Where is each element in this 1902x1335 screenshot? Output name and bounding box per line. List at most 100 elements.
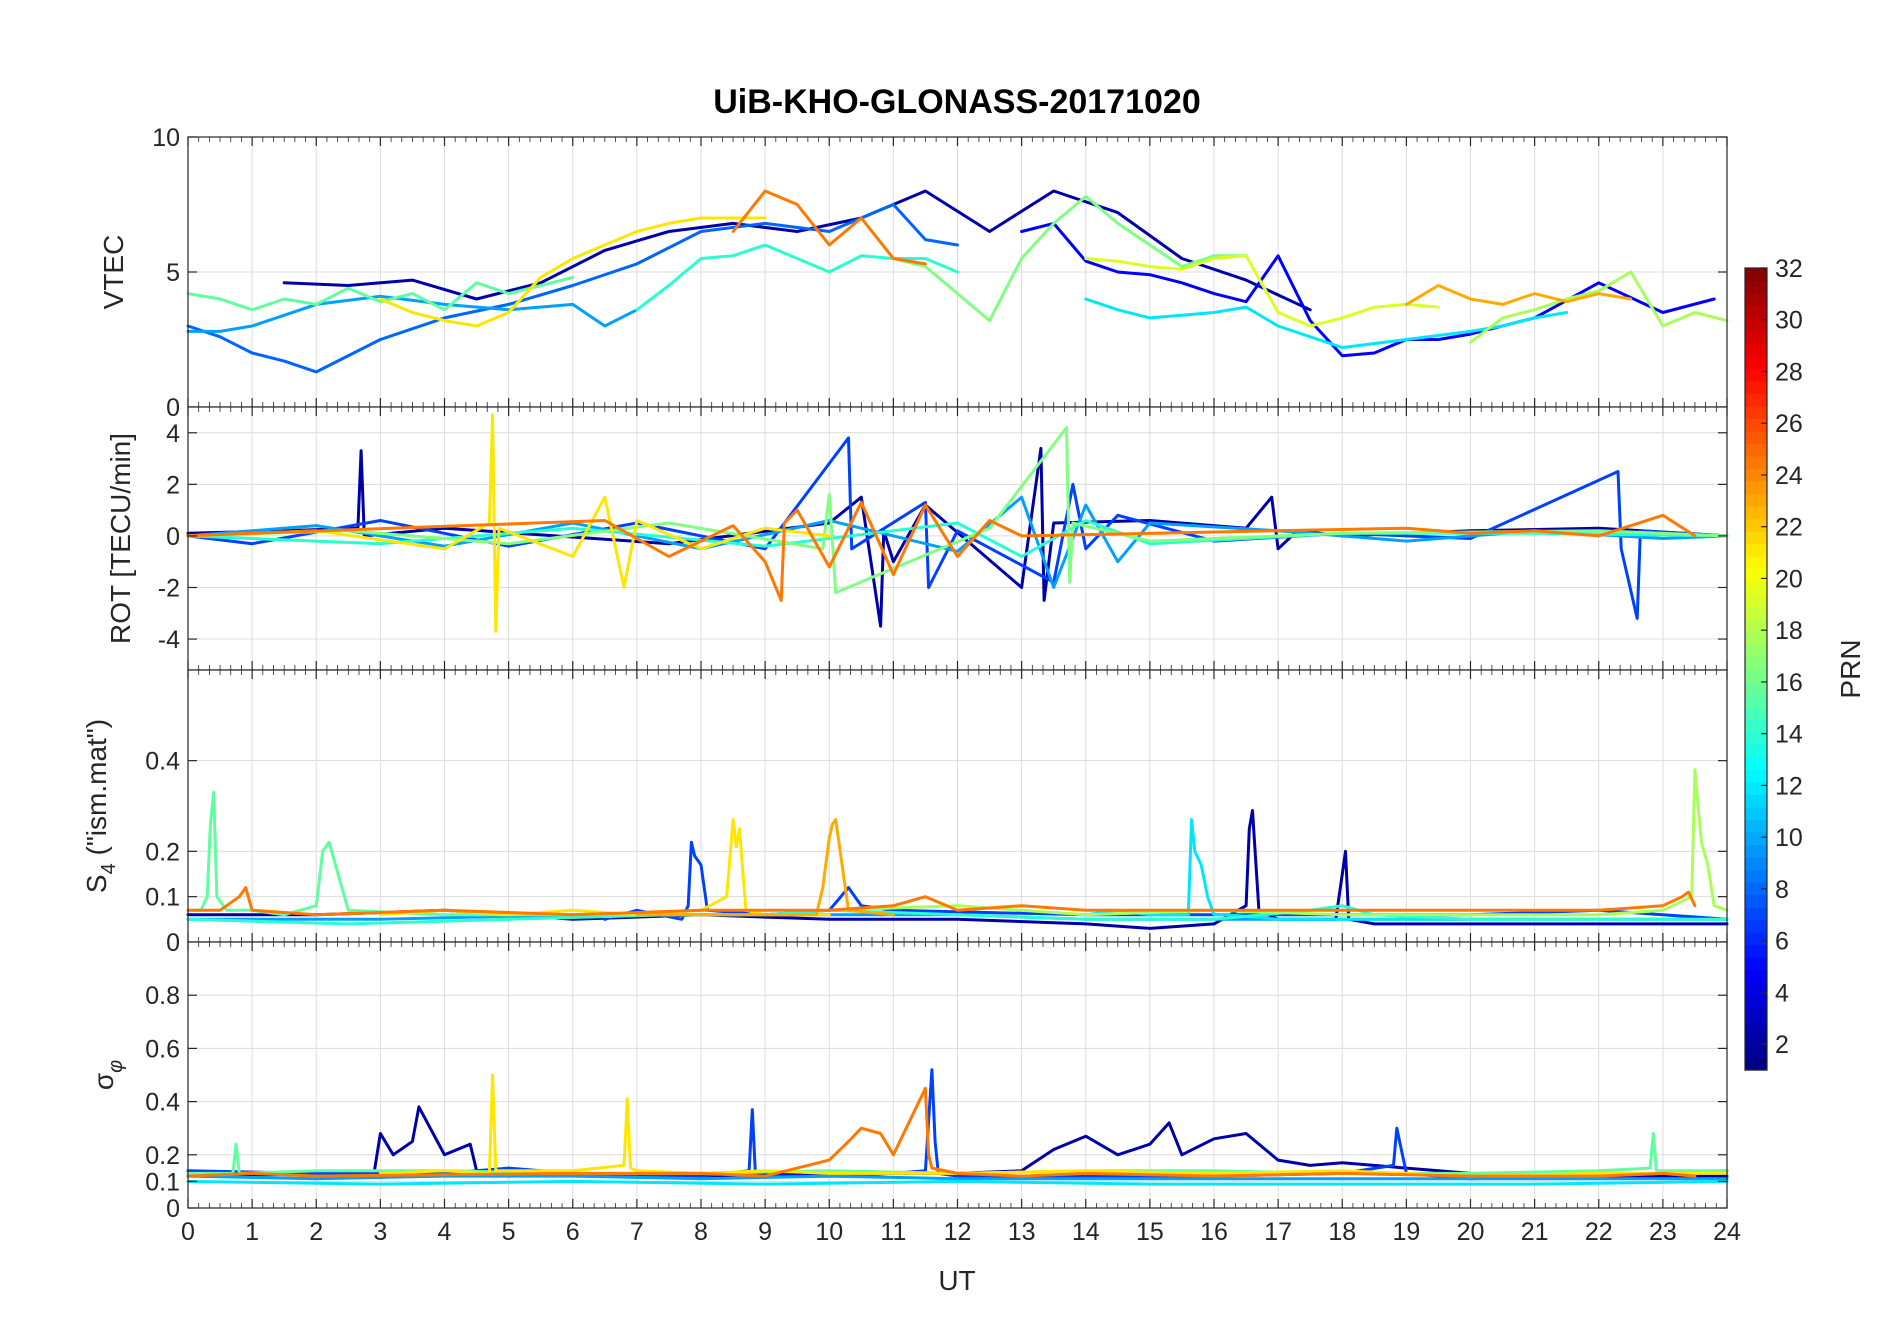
colorbar-cell [1745, 468, 1767, 482]
colorbar-cell [1745, 932, 1767, 946]
x-axis-label: UT [938, 1265, 975, 1296]
colorbar-cell [1745, 493, 1767, 507]
colorbar-cell [1745, 593, 1767, 607]
colorbar-cell [1745, 744, 1767, 758]
colorbar-cell [1745, 355, 1767, 369]
colorbar-tick-label: 10 [1775, 824, 1803, 852]
series-line-prn-14 [635, 243, 959, 312]
colorbar-cell [1745, 656, 1767, 670]
colorbar-cell [1745, 631, 1767, 645]
colorbar-cell [1745, 806, 1767, 820]
series-line-prn-18 [827, 768, 1729, 917]
colorbar-tick-label: 28 [1775, 358, 1803, 386]
colorbar-cell [1745, 719, 1767, 733]
colorbar-cell [1745, 831, 1767, 846]
x-tick-label: 14 [1072, 1218, 1100, 1246]
colorbar-cell [1745, 531, 1767, 545]
colorbar-cell [1745, 293, 1767, 307]
minor-ticks [198, 407, 1717, 670]
y-tick-label: 0.4 [145, 1089, 180, 1117]
y-tick-label: 0 [166, 523, 180, 551]
tick-marks [187, 942, 1728, 1209]
x-tick-label: 17 [1264, 1218, 1292, 1246]
colorbar-cell [1745, 994, 1767, 1008]
series-group [186, 189, 1729, 374]
colorbar-cell [1745, 706, 1767, 720]
colorbar-cell [1745, 944, 1767, 958]
minor-ticks [198, 137, 1717, 407]
colorbar-cell [1745, 430, 1767, 445]
y-tick-label: 0.8 [145, 982, 180, 1010]
colorbar-cell [1745, 856, 1767, 871]
panel-vtec: 0 5 10 VTEC [98, 124, 1729, 422]
x-tick-label: 13 [1008, 1218, 1036, 1246]
colorbar-cell [1745, 1019, 1767, 1034]
x-tick-label: 20 [1457, 1218, 1485, 1246]
colorbar-tick-label: 24 [1775, 462, 1803, 490]
colorbar-cell [1745, 318, 1767, 332]
colorbar-cell [1745, 969, 1767, 983]
colorbar-tick-label: 2 [1775, 1031, 1789, 1059]
series-line-prn-24 [186, 1086, 1697, 1178]
colorbar-tick-label: 26 [1775, 410, 1803, 438]
colorbar-cell [1745, 882, 1767, 896]
y-tick-label: 5 [166, 259, 180, 287]
y-axis-label-sub: φ [105, 1060, 127, 1073]
series-line-prn-12 [1084, 818, 1537, 921]
y-tick-label: 0.4 [145, 748, 180, 776]
series-line-prn-2 [282, 189, 1312, 312]
colorbar-cell [1745, 769, 1767, 783]
colorbar-cell [1745, 393, 1767, 407]
colorbar-cell [1745, 305, 1767, 319]
colorbar-cell [1745, 481, 1767, 495]
x-tick-label: 15 [1136, 1218, 1164, 1246]
y-tick-label: 0.6 [145, 1035, 180, 1063]
colorbar-cell [1745, 418, 1767, 432]
colorbar-cell [1745, 894, 1767, 908]
series-group [186, 1068, 1729, 1186]
colorbar-cell [1745, 581, 1767, 595]
colorbar-cell [1745, 957, 1767, 971]
colorbar-tick-label: 8 [1775, 876, 1789, 904]
colorbar-frame [1744, 267, 1768, 1071]
y-tick-label: 0.2 [145, 1142, 180, 1170]
x-tick-label: 5 [502, 1218, 516, 1246]
series-line-prn-24 [186, 886, 1697, 917]
series-line-prn-20 [186, 413, 831, 633]
x-tick-label: 22 [1585, 1218, 1613, 1246]
series-line-prn-19 [1084, 254, 1440, 328]
y-tick-label: 0.1 [145, 884, 180, 912]
x-tick-label: 16 [1200, 1218, 1228, 1246]
x-tick-label: 0 [181, 1218, 195, 1246]
colorbar-cell [1745, 518, 1767, 532]
series-line-prn-22 [635, 818, 895, 917]
colorbar-tick-label: 22 [1775, 514, 1803, 542]
x-tick-label: 7 [630, 1218, 644, 1246]
colorbar-cell [1745, 268, 1767, 282]
colorbar-cell [1745, 405, 1767, 419]
colorbar-cell [1745, 681, 1767, 695]
series-line-prn-16 [186, 275, 575, 312]
y-tick-label: 0 [166, 929, 180, 957]
x-tick-label: 12 [944, 1218, 972, 1246]
series-line-prn-10 [186, 294, 639, 333]
x-tick-label: 10 [815, 1218, 843, 1246]
series-line-prn-12 [186, 1179, 1729, 1186]
colorbar-cell [1745, 618, 1767, 633]
y-tick-label: 0 [166, 394, 180, 422]
colorbar-gradient [1745, 268, 1767, 1071]
colorbar-tick-label: 20 [1775, 565, 1803, 593]
colorbar-tick-label: 30 [1775, 307, 1803, 335]
x-tick-label: 3 [373, 1218, 387, 1246]
colorbar-cell [1745, 1057, 1767, 1071]
series-line-prn-24 [186, 500, 1697, 602]
series-line-prn-17 [891, 194, 1248, 323]
x-tick-label: 4 [438, 1218, 452, 1246]
colorbar-cell [1745, 819, 1767, 833]
x-tick-label: 1 [245, 1218, 259, 1246]
colorbar-cell [1745, 455, 1767, 470]
series-line-prn-12 [1084, 297, 1569, 350]
x-tick-label: 2 [309, 1218, 323, 1246]
